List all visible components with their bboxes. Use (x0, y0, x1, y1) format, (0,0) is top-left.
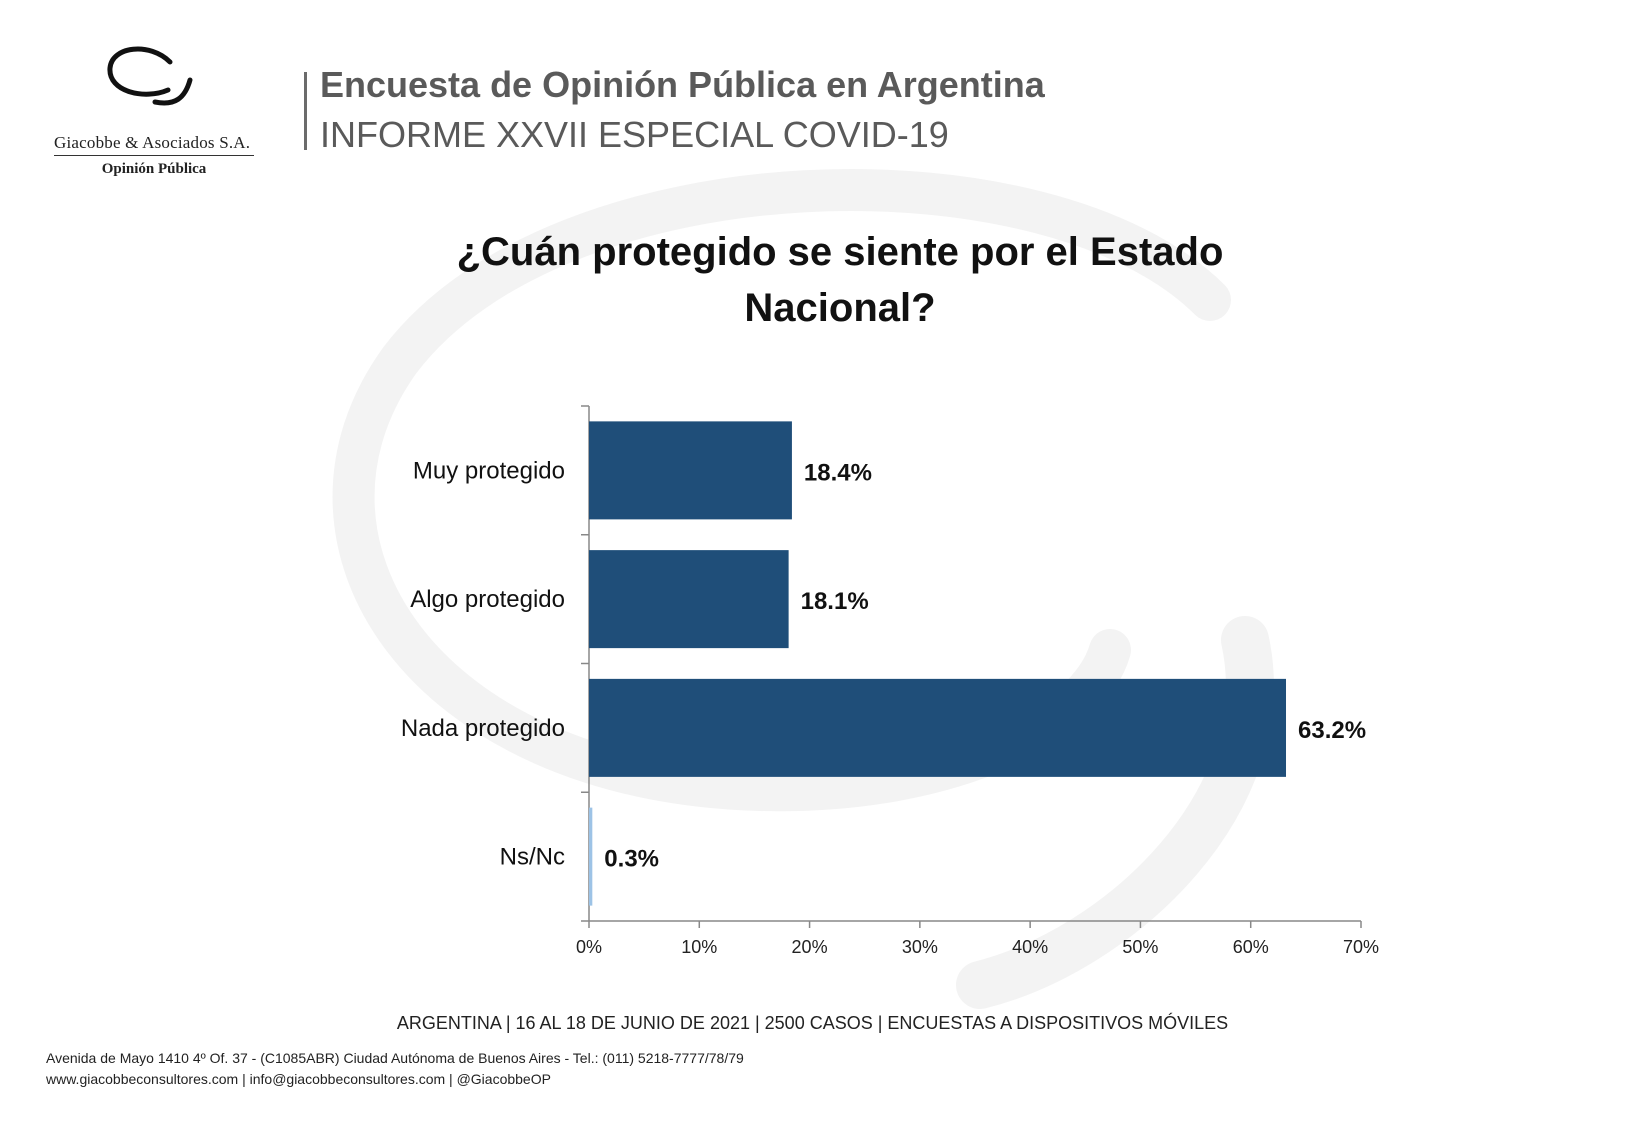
x-tick-label: 0% (576, 937, 602, 957)
x-tick-label: 60% (1233, 937, 1269, 957)
survey-info: ARGENTINA | 16 AL 18 DE JUNIO DE 2021 | … (396, 1013, 1229, 1033)
x-tick-label: 30% (902, 937, 938, 957)
x-tick-label: 40% (1012, 937, 1048, 957)
header-divider (304, 72, 307, 150)
x-tick-label: 20% (792, 937, 828, 957)
brand-tagline: Opinión Pública (101, 161, 207, 177)
category-label: Nada protegido (401, 715, 565, 742)
brand-name: Giacobbe & Asociados S.A. (54, 133, 251, 152)
giacobbe-logo-mark (107, 46, 193, 106)
bar (589, 550, 789, 649)
category-label: Algo protegido (410, 586, 565, 613)
x-tick-label: 70% (1343, 937, 1379, 957)
data-label: 18.4% (804, 459, 872, 486)
brand-divider (54, 155, 254, 156)
x-tick-label: 10% (681, 937, 717, 957)
report-subtitle: INFORME XXVII ESPECIAL COVID-19 (320, 114, 949, 155)
report-title: Encuesta de Opinión Pública en Argentina (320, 64, 1045, 105)
bar (589, 421, 792, 520)
x-tick-label: 50% (1122, 937, 1158, 957)
bar (589, 807, 593, 906)
data-label: 18.1% (801, 588, 869, 615)
chart-question: ¿Cuán protegido se siente por el Estado … (456, 230, 1224, 330)
data-label: 0.3% (604, 846, 659, 873)
category-label: Muy protegido (413, 457, 565, 484)
company-contact: www.giacobbeconsultores.com | info@giaco… (46, 1071, 551, 1087)
data-label: 63.2% (1298, 717, 1366, 744)
category-label: Ns/Nc (500, 844, 565, 871)
bar (589, 678, 1287, 777)
company-address: Avenida de Mayo 1410 4º Of. 37 - (C1085A… (46, 1050, 744, 1066)
